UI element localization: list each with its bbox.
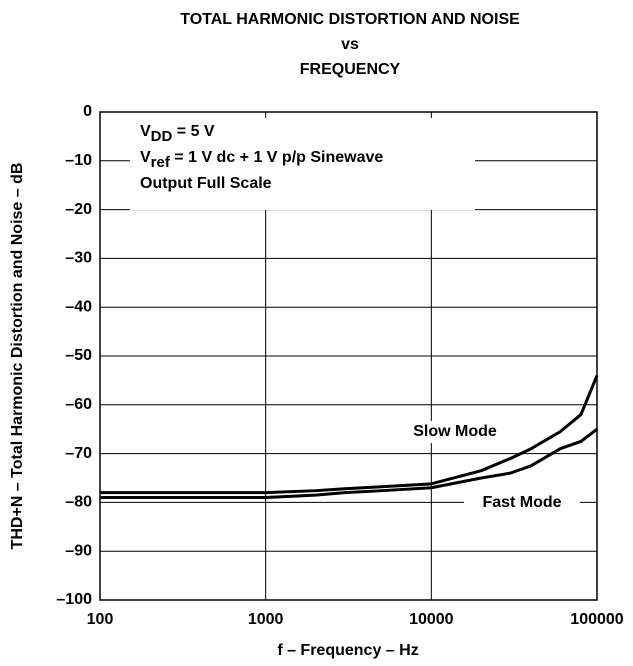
annotation: Output Full Scale xyxy=(140,175,272,192)
x-tick-label: 100 xyxy=(87,611,114,628)
y-tick-label: –100 xyxy=(56,591,92,608)
annotation-bg xyxy=(130,118,475,210)
annotation-text: V xyxy=(140,149,151,166)
chart-title: vs xyxy=(341,36,359,53)
x-tick-label: 100000 xyxy=(570,611,623,628)
y-axis-label: THD+N – Total Harmonic Distortion and No… xyxy=(9,163,26,550)
y-tick-label: –60 xyxy=(65,396,92,413)
plot-frame xyxy=(99,111,598,601)
series-label: Fast Mode xyxy=(482,494,561,511)
y-tick-label: –90 xyxy=(65,542,92,559)
series-label: Slow Mode xyxy=(413,423,497,440)
annotation-text: = 1 V dc + 1 V p/p Sinewave xyxy=(170,149,384,166)
y-tick-label: –20 xyxy=(65,201,92,218)
annotation-text: Output Full Scale xyxy=(140,175,272,192)
y-tick-label: 0 xyxy=(83,103,92,120)
x-tick-label: 1000 xyxy=(248,611,284,628)
x-tick-label: 10000 xyxy=(409,611,454,628)
annotation: VDD = 5 V xyxy=(140,123,215,145)
line xyxy=(100,428,598,500)
chart-title: TOTAL HARMONIC DISTORTION AND NOISE xyxy=(180,11,520,28)
label-bg xyxy=(464,492,580,514)
annotation-text: = 5 V xyxy=(172,123,215,140)
y-tick-label: –50 xyxy=(65,347,92,364)
y-tick-label: –30 xyxy=(65,250,92,267)
chart-title: FREQUENCY xyxy=(300,61,401,78)
y-tick-label: –80 xyxy=(65,494,92,511)
label-bg xyxy=(397,421,513,443)
annotation-text: V xyxy=(140,123,151,140)
x-axis-label: f – Frequency – Hz xyxy=(277,642,418,659)
annotation: Vref = 1 V dc + 1 V p/p Sinewave xyxy=(140,149,383,171)
y-tick-label: –70 xyxy=(65,445,92,462)
annotation-sub: DD xyxy=(151,128,173,145)
y-tick-label: –40 xyxy=(65,298,92,315)
line xyxy=(100,374,599,495)
y-tick-label: –10 xyxy=(65,152,92,169)
annotation-sub: ref xyxy=(151,154,171,171)
